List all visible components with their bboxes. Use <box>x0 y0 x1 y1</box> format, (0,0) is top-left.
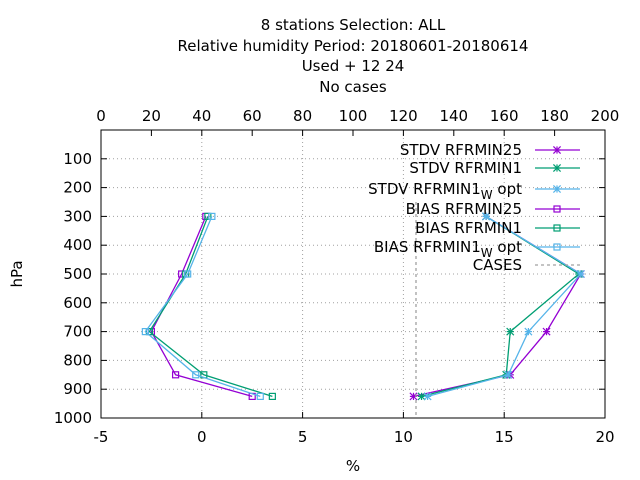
data-point <box>552 184 562 194</box>
y-tick-label: 100 <box>63 150 92 168</box>
series-4 <box>145 212 276 400</box>
data-point <box>192 371 200 379</box>
y-tick-label: 900 <box>63 380 92 398</box>
data-point <box>417 392 426 401</box>
x-tick-label: 20 <box>595 428 614 446</box>
y-tick-label: 400 <box>63 236 92 254</box>
x-tick-label: 5 <box>298 428 308 446</box>
y-tick-label: 700 <box>63 323 92 341</box>
x2-tick-label: 60 <box>243 107 262 125</box>
title-line: Used + 12 24 <box>302 57 405 75</box>
x2-tick-label: 40 <box>192 107 211 125</box>
legend-entry: BIAS RFRMIN1 <box>415 219 580 237</box>
legend-label: BIAS RFRMIN25 <box>406 200 522 218</box>
title-line: Relative humidity Period: 20180601-20180… <box>178 37 529 55</box>
series-line <box>148 216 273 398</box>
x-axis-label: % <box>346 457 360 475</box>
x2-tick-label: 160 <box>490 107 519 125</box>
y-tick-label: 1000 <box>54 409 92 427</box>
x2-tick-label: 0 <box>96 107 106 125</box>
legend-label: STDV RFRMIN1W opt <box>368 180 522 202</box>
y-tick-label: 800 <box>63 351 92 369</box>
legend-entry: CASES <box>473 256 580 274</box>
y-tick-label: 300 <box>63 207 92 225</box>
data-point <box>208 212 216 220</box>
series-line <box>150 216 253 398</box>
data-point <box>542 327 551 336</box>
x2-tick-label: 80 <box>293 107 312 125</box>
data-point <box>171 371 180 379</box>
series-2 <box>423 212 585 401</box>
data-point <box>553 205 561 213</box>
legend-entry: BIAS RFRMIN1W opt <box>374 238 580 260</box>
data-point <box>482 212 491 221</box>
title-line: No cases <box>319 78 387 96</box>
data-point <box>553 224 561 232</box>
x2-tick-label: 20 <box>142 107 161 125</box>
legend-entry: STDV RFRMIN1W opt <box>368 180 580 202</box>
x2-tick-label: 100 <box>339 107 368 125</box>
x-tick-label: 10 <box>394 428 413 446</box>
chart-title: 8 stations Selection: ALL Relative humidi… <box>178 16 529 96</box>
legend-entry: BIAS RFRMIN25 <box>406 200 580 218</box>
left-axis: 100 200 300 400 500 600 700 800 900 1000 <box>54 150 605 427</box>
y-tick-label: 600 <box>63 294 92 312</box>
legend-label: CASES <box>473 256 522 274</box>
y-tick-label: 200 <box>63 179 92 197</box>
data-point <box>552 163 562 173</box>
bottom-axis: -5 0 5 10 15 20 <box>94 412 615 446</box>
data-point <box>552 145 562 155</box>
x2-tick-label: 200 <box>591 107 620 125</box>
data-point <box>506 327 515 336</box>
y-axis-label: hPa <box>8 260 26 287</box>
legend-label: STDV RFRMIN1 <box>409 159 522 177</box>
legend-label: STDV RFRMIN25 <box>400 141 522 159</box>
legend-label: BIAS RFRMIN1 <box>415 219 522 237</box>
x2-tick-label: 140 <box>439 107 468 125</box>
data-point <box>184 270 192 278</box>
series-5 <box>141 212 264 400</box>
legend-entry: STDV RFRMIN1 <box>409 159 580 177</box>
series <box>141 202 585 418</box>
legend-entry: STDV RFRMIN25 <box>400 141 580 159</box>
legend-label: BIAS RFRMIN1W opt <box>374 238 522 260</box>
x-tick-label: 15 <box>495 428 514 446</box>
x2-tick-label: 120 <box>389 107 418 125</box>
data-point <box>268 392 276 400</box>
x-tick-label: 0 <box>197 428 207 446</box>
x2-tick-label: 180 <box>540 107 569 125</box>
data-point <box>553 243 561 251</box>
y-tick-label: 500 <box>63 265 92 283</box>
x-tick-label: -5 <box>94 428 109 446</box>
data-point <box>204 212 212 220</box>
data-point <box>141 328 149 336</box>
series-line <box>144 216 261 398</box>
data-point <box>576 269 585 279</box>
top-axis: 0 20 40 60 80 100 120 140 160 180 200 <box>96 107 619 136</box>
data-point <box>524 327 533 336</box>
data-point <box>504 370 513 379</box>
title-line: 8 stations Selection: ALL <box>261 16 446 34</box>
data-point <box>423 392 432 401</box>
data-point <box>256 392 264 400</box>
